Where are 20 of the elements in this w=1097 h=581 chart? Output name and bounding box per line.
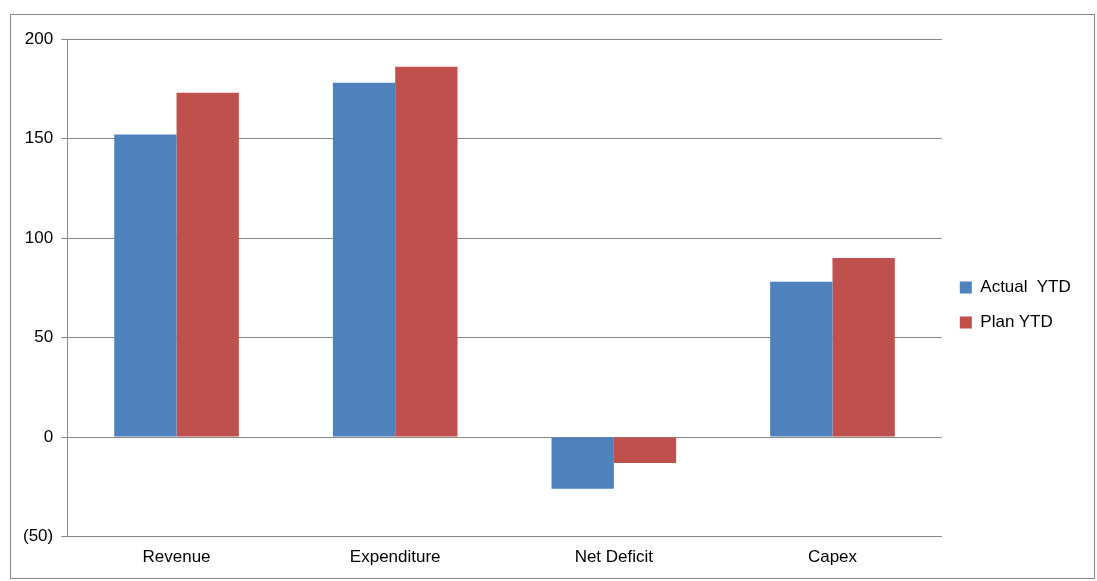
x-tick-label: Revenue xyxy=(142,547,211,567)
bar xyxy=(176,92,239,437)
bar xyxy=(613,437,677,463)
y-tick-label: 150 xyxy=(24,128,54,148)
bar xyxy=(832,257,895,437)
bar xyxy=(332,82,396,437)
x-tick-label: Capex xyxy=(807,547,858,567)
y-tick-label: 100 xyxy=(24,227,54,247)
legend-label: Plan YTD xyxy=(980,312,1053,332)
y-tick-label: (50) xyxy=(23,526,54,546)
bar xyxy=(395,66,458,437)
bar xyxy=(551,437,614,489)
bar xyxy=(770,281,833,437)
x-tick-label: Expenditure xyxy=(349,547,441,567)
y-tick-label: 50 xyxy=(34,327,54,347)
y-tick-label: 200 xyxy=(24,28,54,48)
y-tick-label: 0 xyxy=(43,426,54,446)
legend-label: Actual YTD xyxy=(980,277,1071,297)
x-tick-label: Net Deficit xyxy=(574,547,654,567)
bar xyxy=(114,134,177,437)
